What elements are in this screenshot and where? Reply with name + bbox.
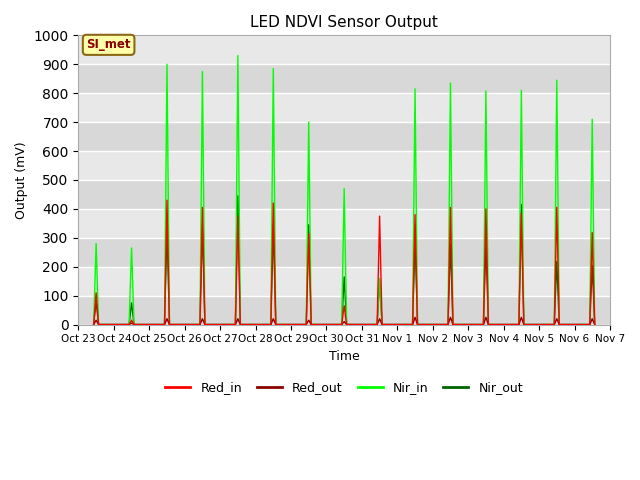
Bar xyxy=(79,267,610,296)
Bar xyxy=(79,93,610,122)
Bar xyxy=(79,122,610,151)
Bar xyxy=(79,36,610,64)
Title: LED NDVI Sensor Output: LED NDVI Sensor Output xyxy=(250,15,438,30)
Y-axis label: Output (mV): Output (mV) xyxy=(15,141,28,219)
X-axis label: Time: Time xyxy=(329,350,360,363)
Bar xyxy=(79,296,610,324)
Text: SI_met: SI_met xyxy=(86,38,131,51)
Legend: Red_in, Red_out, Nir_in, Nir_out: Red_in, Red_out, Nir_in, Nir_out xyxy=(161,376,528,399)
Bar xyxy=(79,180,610,209)
Bar xyxy=(79,151,610,180)
Bar xyxy=(79,64,610,93)
Bar xyxy=(79,209,610,238)
Bar xyxy=(79,238,610,267)
